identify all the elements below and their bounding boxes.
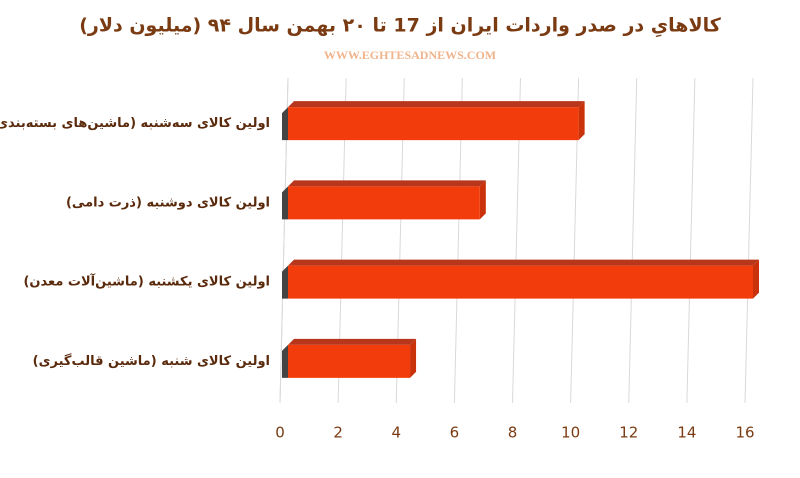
x-tick-label: 16 xyxy=(735,424,754,442)
bar-left xyxy=(282,344,288,378)
bar-top xyxy=(288,338,417,345)
watermark: WWW.EGHTESADNEWS.COM xyxy=(324,48,496,62)
bar-top xyxy=(288,259,759,266)
bar-left xyxy=(282,265,288,299)
bar-side xyxy=(479,180,486,220)
x-tick-label: 8 xyxy=(508,424,518,442)
bar-side xyxy=(753,259,759,299)
bar-top xyxy=(288,101,585,108)
x-tick-label: 14 xyxy=(677,424,696,442)
bar xyxy=(288,107,579,141)
y-tick-label: اولین کالای شنبه (ماشین قالب‌گیری) xyxy=(33,353,270,369)
bar xyxy=(288,186,480,220)
x-tick-label: 12 xyxy=(619,424,638,442)
bar-side xyxy=(410,338,417,378)
y-tick-label: اولین کالای دوشنبه (ذرت دامی) xyxy=(66,195,270,210)
x-tick-label: 0 xyxy=(275,424,285,442)
x-tick-label: 10 xyxy=(561,424,580,442)
x-tick-label: 2 xyxy=(333,424,343,442)
grid-line xyxy=(744,77,754,404)
bar-top xyxy=(288,180,486,187)
x-tick-label: 6 xyxy=(450,424,460,442)
x-tick-label: 4 xyxy=(391,424,401,442)
bar-side xyxy=(578,101,585,141)
bar-left xyxy=(282,186,288,220)
bar-left xyxy=(282,107,288,141)
y-tick-label: اولین کالای یکشنبه (ماشین‌آلات معدن) xyxy=(23,273,270,290)
chart-title: کالاهایِ در صدر واردات ایران از 17 تا ۲۰… xyxy=(79,15,722,38)
grid-line xyxy=(628,77,638,404)
y-tick-label: اولین کالای سه‌شنبه (ماشین‌های بسته‌بندی… xyxy=(0,116,270,131)
bar xyxy=(288,265,753,299)
bar xyxy=(288,344,411,378)
grid-line xyxy=(686,77,696,404)
